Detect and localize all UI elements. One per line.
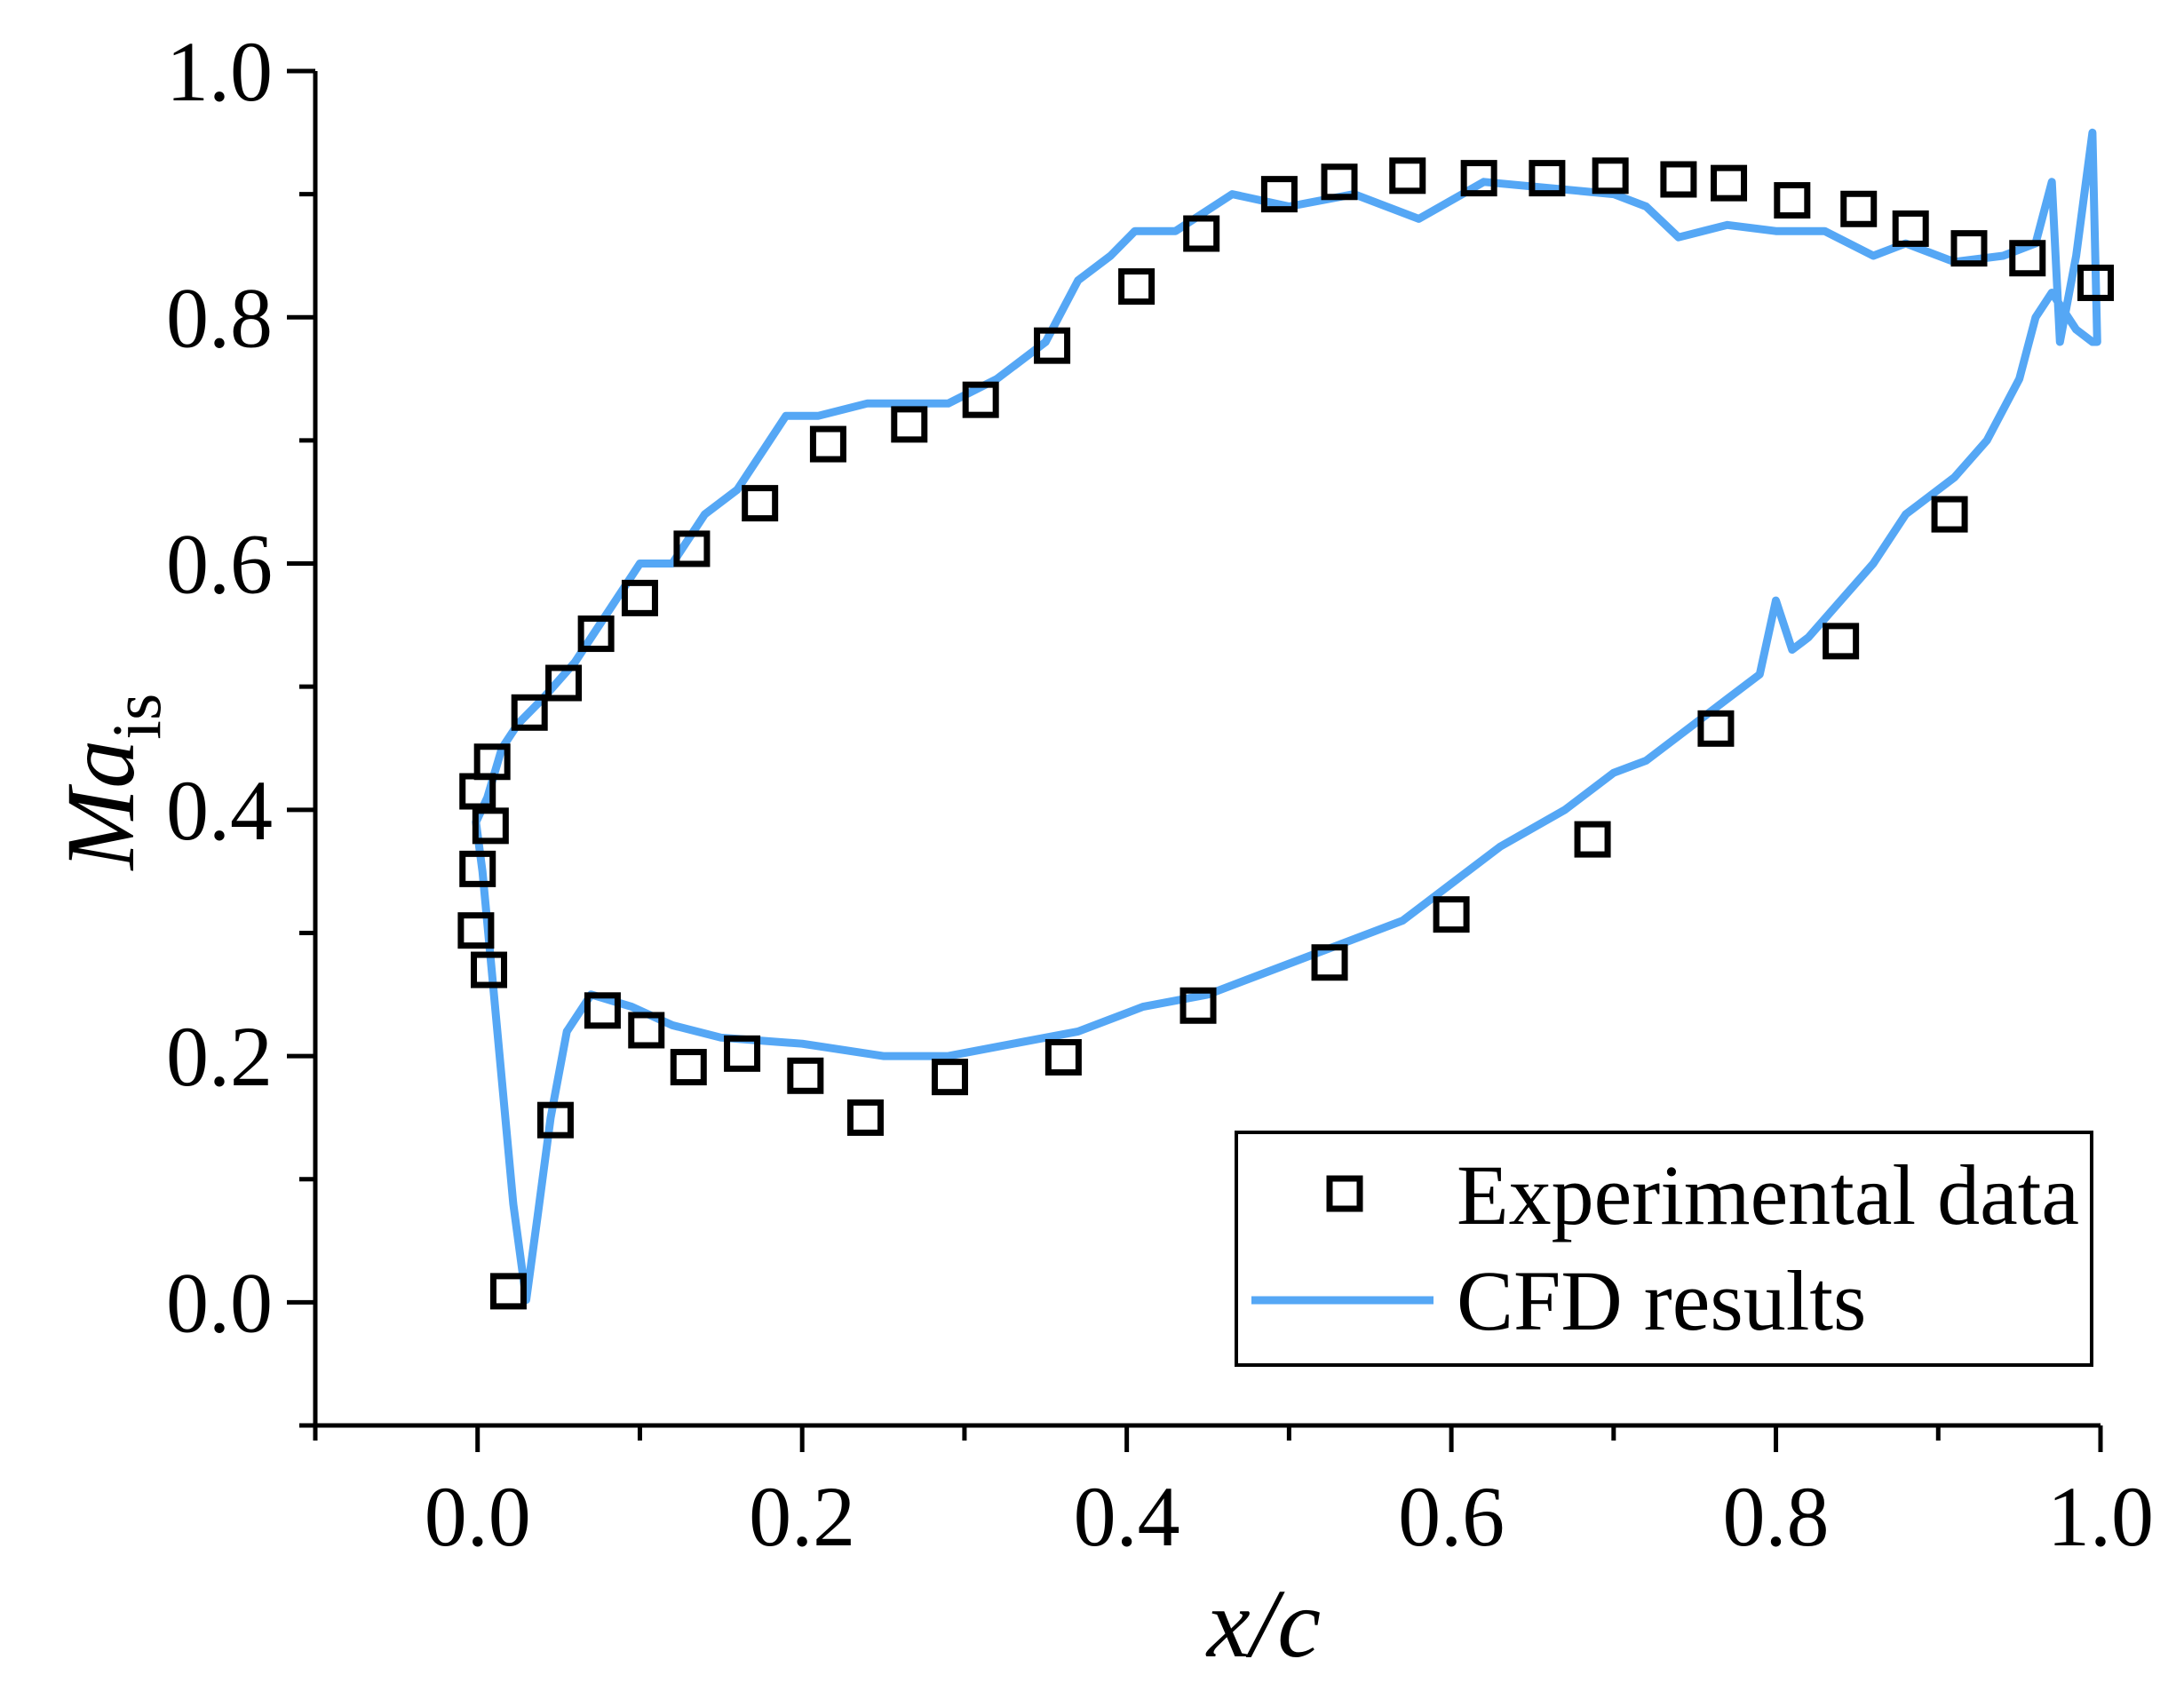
experimental-data-point bbox=[545, 664, 583, 702]
experimental-data-point bbox=[1118, 268, 1156, 306]
experimental-data-point bbox=[962, 381, 999, 418]
experimental-data-point bbox=[1592, 157, 1629, 194]
y-axis-title-subscript: is bbox=[98, 694, 175, 740]
experimental-data-point bbox=[2009, 240, 2046, 277]
experimental-data-point bbox=[846, 1099, 884, 1136]
experimental-data-point bbox=[1260, 176, 1298, 213]
cfd-results-line bbox=[472, 128, 2101, 1305]
experimental-data-point bbox=[457, 912, 495, 949]
experimental-data-point bbox=[1529, 160, 1566, 197]
y-tick-label: 1.0 bbox=[166, 24, 273, 119]
legend-box bbox=[1235, 1131, 2093, 1367]
x-tick-label: 0.2 bbox=[749, 1469, 855, 1564]
experimental-data-point bbox=[628, 1012, 665, 1049]
plot-area: 0.0 0.2 0.4 0.6 0.8 1.0 0.0 0.2 0.4 0.6 0.8 1.0 bbox=[166, 24, 2154, 1564]
x-tick-label: 0.4 bbox=[1074, 1469, 1180, 1564]
experimental-data-point bbox=[1389, 157, 1426, 194]
experimental-data-point bbox=[2077, 264, 2115, 301]
legend-label-experimental: Experimental data bbox=[1457, 1147, 2079, 1242]
experimental-data-point bbox=[1697, 710, 1735, 747]
x-tick-label: 0.0 bbox=[425, 1469, 531, 1564]
experimental-data-point bbox=[1179, 987, 1217, 1024]
legend-label-cfd: CFD results bbox=[1457, 1253, 1866, 1348]
experimental-data-point bbox=[673, 530, 711, 568]
experimental-data-point bbox=[577, 615, 615, 653]
y-tick-label: 0.6 bbox=[166, 517, 273, 612]
experimental-data-point bbox=[891, 406, 928, 443]
experimental-data-point bbox=[489, 1273, 527, 1310]
experimental-data-point bbox=[621, 579, 658, 616]
experimental-data-point bbox=[472, 807, 509, 845]
y-tick-label: 0.4 bbox=[166, 763, 273, 858]
experimental-data-point bbox=[1321, 163, 1358, 201]
experimental-data-point bbox=[1840, 190, 1878, 227]
experimental-data-point bbox=[536, 1101, 574, 1139]
experimental-data-point bbox=[473, 743, 511, 781]
experimental-data-point bbox=[742, 485, 779, 522]
y-axis-title: Mais bbox=[46, 694, 175, 872]
experimental-data-point bbox=[1892, 210, 1929, 247]
experimental-data-point bbox=[459, 850, 496, 887]
experimental-data-point bbox=[670, 1049, 707, 1086]
experimental-data-point bbox=[724, 1035, 761, 1072]
experimental-data-point bbox=[1183, 215, 1220, 252]
experimental-data-point bbox=[511, 694, 548, 731]
experimental-data-point bbox=[1774, 182, 1811, 219]
x-axis-title: x/c bbox=[1205, 1569, 1321, 1678]
legend: Experimental data CFD results bbox=[1235, 1131, 2093, 1367]
y-tick-label: 0.0 bbox=[166, 1255, 273, 1350]
experimental-data-point bbox=[1660, 161, 1697, 198]
experimental-data-point bbox=[1460, 160, 1497, 197]
experimental-data-point bbox=[584, 992, 621, 1029]
y-axis-title-main: Ma bbox=[46, 740, 155, 872]
experimental-data-point bbox=[1823, 623, 1860, 660]
experimental-data-point bbox=[1931, 496, 1968, 533]
experimental-data-point bbox=[809, 425, 846, 463]
experimental-data-point bbox=[1044, 1038, 1082, 1076]
experimental-data-point bbox=[1950, 230, 1988, 267]
x-tick-label: 1.0 bbox=[2047, 1469, 2154, 1564]
x-tick-label: 0.8 bbox=[1723, 1469, 1830, 1564]
experimental-data-point bbox=[1574, 821, 1611, 858]
experimental-data-point bbox=[1034, 327, 1071, 364]
experimental-data-point bbox=[1433, 896, 1470, 933]
experimental-data-point bbox=[931, 1059, 968, 1096]
y-tick-label: 0.2 bbox=[166, 1009, 273, 1104]
experimental-data-point bbox=[471, 951, 508, 988]
svg-text:Mais: Mais bbox=[46, 694, 175, 872]
experimental-data-point bbox=[787, 1057, 824, 1094]
experimental-data-point bbox=[1311, 944, 1348, 981]
experimental-data-point bbox=[1711, 164, 1748, 202]
y-tick-label: 0.8 bbox=[166, 270, 273, 365]
legend-marker-experimental bbox=[1326, 1175, 1363, 1212]
x-tick-label: 0.6 bbox=[1398, 1469, 1505, 1564]
